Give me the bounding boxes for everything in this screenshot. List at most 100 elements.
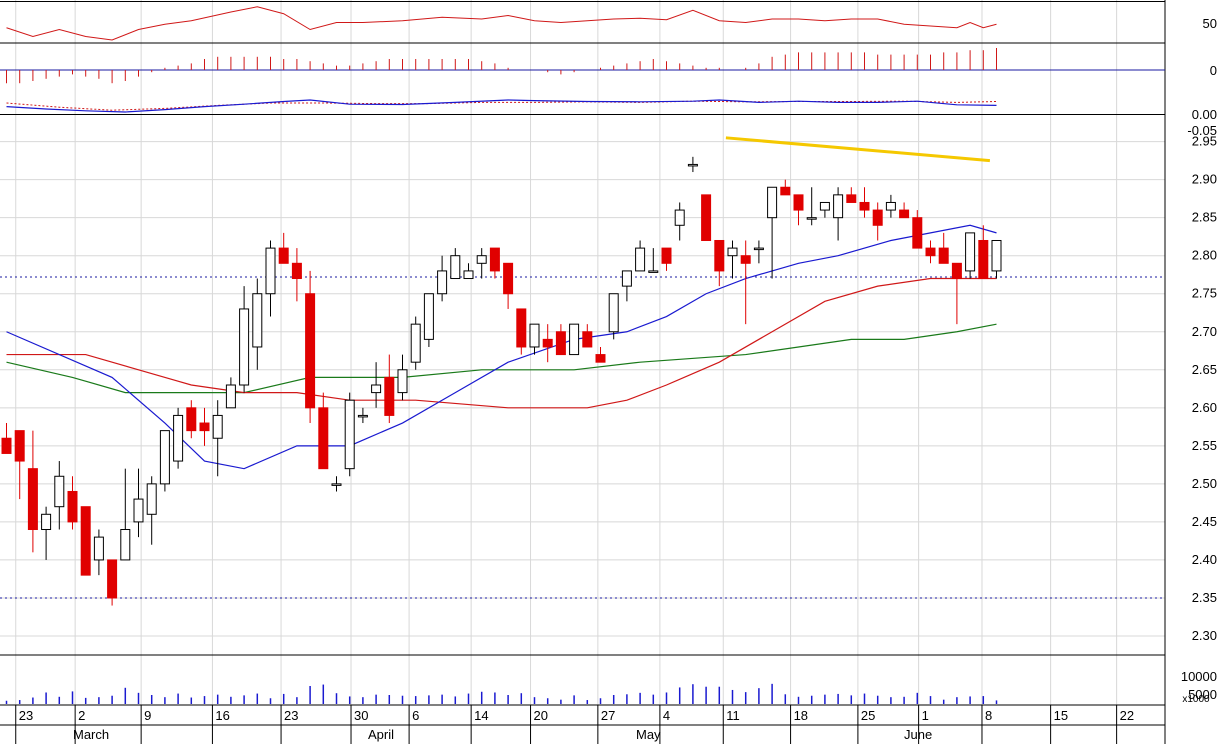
candle-body-31: [410, 323, 421, 363]
macd-line: [6, 99, 997, 113]
price-tick-label-3: 2.45: [1192, 514, 1217, 529]
candle-body-30: [397, 369, 408, 394]
candle-body-6: [80, 506, 91, 576]
price-tick-label-13: 2.95: [1192, 134, 1217, 149]
candle-body-75: [991, 239, 1002, 272]
candle-body-51: [674, 209, 685, 226]
candle-body-41: [542, 338, 553, 348]
x-tick-label-16: 15: [1054, 708, 1068, 723]
moving-average-slow: [6, 323, 997, 394]
candle-body-19: [252, 293, 263, 348]
volume-tick-label-1: 5000: [1188, 687, 1217, 702]
price-tick-label-7: 2.65: [1192, 362, 1217, 377]
candle-body-28: [371, 384, 382, 394]
candle-body-14: [186, 407, 197, 432]
candle-body-42: [555, 331, 566, 356]
candle-body-66: [872, 209, 883, 226]
candle-body-50: [661, 247, 672, 264]
x-tick-label-12: 18: [794, 708, 808, 723]
candle-body-7: [93, 536, 104, 561]
candle-body-44: [582, 331, 593, 348]
candle-body-4: [54, 475, 65, 508]
candle-body-16: [212, 414, 223, 439]
candle-body-10: [133, 498, 144, 523]
price-tick-label-2: 2.40: [1192, 552, 1217, 567]
candle-body-13: [173, 414, 184, 462]
candle-body-8: [107, 559, 118, 599]
candle-body-56: [740, 255, 751, 264]
candle-body-72: [951, 262, 962, 280]
x-tick-label-11: 11: [726, 708, 740, 723]
candle-body-47: [621, 270, 632, 287]
candle-body-59: [780, 186, 791, 196]
candle-body-63: [833, 194, 844, 219]
x-tick-label-13: 25: [861, 708, 875, 723]
x-tick-label-6: 6: [412, 708, 419, 723]
macd-histogram-pane: [6, 48, 997, 84]
candle-body-22: [291, 262, 302, 280]
macd-tick-label-0: 0.00: [1192, 107, 1217, 122]
candle-body-18: [239, 308, 250, 386]
price-tick-label-9: 2.75: [1192, 286, 1217, 301]
candle-body-58: [767, 186, 778, 219]
candle-body-32: [423, 293, 434, 340]
price-pane: [1, 136, 1002, 606]
panel-separators: [0, 0, 1166, 744]
candle-body-34: [450, 255, 461, 280]
x-tick-label-17: 22: [1120, 708, 1134, 723]
candle-body-68: [899, 209, 910, 219]
candle-body-11: [146, 483, 157, 515]
x-tick-label-4: 23: [284, 708, 298, 723]
candle-body-48: [635, 247, 646, 272]
candle-body-38: [503, 262, 514, 295]
candle-body-35: [463, 270, 474, 280]
price-tick-label-11: 2.85: [1192, 210, 1217, 225]
candle-body-65: [859, 201, 870, 211]
macd-tick-label-1: -0.05: [1187, 123, 1217, 138]
candle-body-0: [1, 437, 12, 454]
candle-body-3: [41, 513, 52, 531]
candle-body-61: [806, 217, 817, 220]
candle-body-45: [595, 354, 606, 363]
candle-body-67: [885, 201, 896, 211]
x-tick-label-8: 20: [534, 708, 548, 723]
macd-pane: [6, 99, 997, 113]
macd-signal-line: [6, 100, 997, 111]
x-tick-label-3: 16: [215, 708, 229, 723]
price-tick-label-0: 2.30: [1192, 628, 1217, 643]
candle-body-69: [912, 217, 923, 249]
x-tick-label-15: 8: [985, 708, 992, 723]
x-tick-label-1: 2: [78, 708, 85, 723]
axes: 2.30 2.35 2.40 2.45 2.50 2.55 2.60 2.65 2.70 2.75…: [15, 16, 1217, 744]
candle-body-20: [265, 247, 276, 295]
candle-body-36: [476, 255, 487, 264]
candle-body-15: [199, 422, 210, 432]
candle-body-52: [687, 163, 698, 167]
candle-body-21: [278, 247, 289, 264]
candle-body-1: [14, 430, 25, 462]
candle-body-71: [938, 247, 949, 264]
moving-average-mid: [6, 277, 997, 409]
price-tick-label-5: 2.55: [1192, 438, 1217, 453]
candle-body-25: [331, 483, 342, 486]
x-tick-label-7: 14: [474, 708, 488, 723]
volume-unit-label: x1000: [1182, 694, 1210, 705]
rsi-pane: [6, 6, 997, 41]
volume-pane: [5, 683, 998, 704]
price-tick-label-10: 2.80: [1192, 248, 1217, 263]
rsi-tick-label: 50: [1203, 16, 1217, 31]
candle-body-60: [793, 194, 804, 211]
candle-body-74: [978, 239, 989, 280]
candle-body-55: [727, 247, 738, 257]
month-label-3: June: [904, 727, 932, 742]
candle-body-49: [648, 270, 659, 273]
candle-body-9: [120, 529, 131, 561]
price-tick-label-6: 2.60: [1192, 400, 1217, 415]
month-label-0: March: [73, 727, 109, 742]
candle-body-53: [701, 194, 712, 241]
price-tick-label-1: 2.35: [1192, 590, 1217, 605]
candle-body-54: [714, 239, 725, 272]
candle-body-57: [753, 247, 764, 251]
rsi-line: [6, 6, 997, 41]
